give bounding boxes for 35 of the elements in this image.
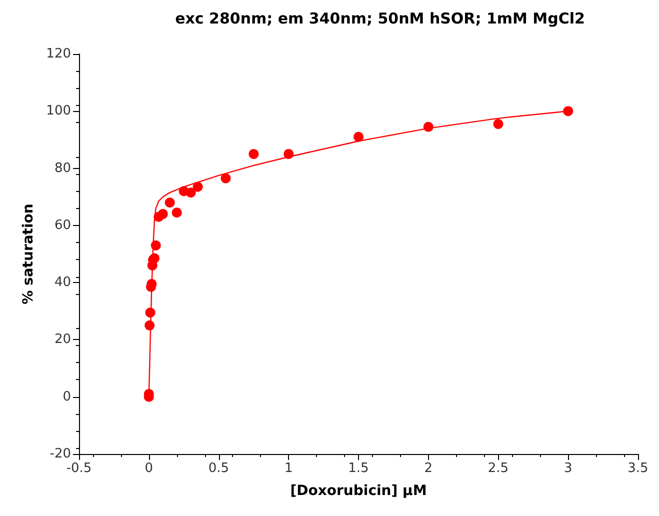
point: [144, 320, 155, 330]
y-tick-label: 60: [54, 218, 71, 233]
point: [164, 198, 175, 208]
point: [248, 149, 259, 159]
point: [284, 149, 294, 159]
point: [423, 122, 434, 132]
point: [493, 119, 504, 129]
y-tick-label: 40: [54, 275, 71, 290]
point: [186, 188, 196, 198]
y-tick-label: 100: [46, 104, 71, 119]
x-tick-label: -0.5: [66, 461, 92, 476]
y-tick-label: 80: [54, 160, 71, 176]
x-tick-label: 3.5: [628, 461, 648, 476]
x-axis-title: [Doxorubicin] µM: [290, 483, 427, 499]
point: [220, 173, 231, 184]
x-tick-label: 2: [424, 461, 433, 476]
y-tick-label: -20: [50, 446, 71, 462]
y-tick-label: 120: [46, 46, 71, 62]
point: [354, 132, 364, 142]
x-tick-label: 0: [144, 461, 154, 476]
point: [150, 240, 161, 250]
point: [172, 208, 182, 218]
point: [145, 308, 156, 318]
chart-title: exc 280nm; em 340nm; 50nM hSOR; 1mM MgCl2: [175, 10, 585, 28]
x-tick-label: 1: [284, 461, 293, 476]
point: [192, 182, 203, 192]
x-tick-label: 1.5: [348, 461, 369, 476]
y-tick-label: 20: [54, 332, 71, 348]
y-axis-title: % saturation: [20, 204, 36, 304]
y-tick-label: 0: [62, 389, 71, 404]
point: [158, 209, 168, 219]
point: [563, 106, 574, 116]
x-tick-label: 2.5: [488, 461, 509, 476]
x-tick-label: 0.5: [208, 461, 230, 476]
x-tick-label: 3: [564, 461, 572, 476]
